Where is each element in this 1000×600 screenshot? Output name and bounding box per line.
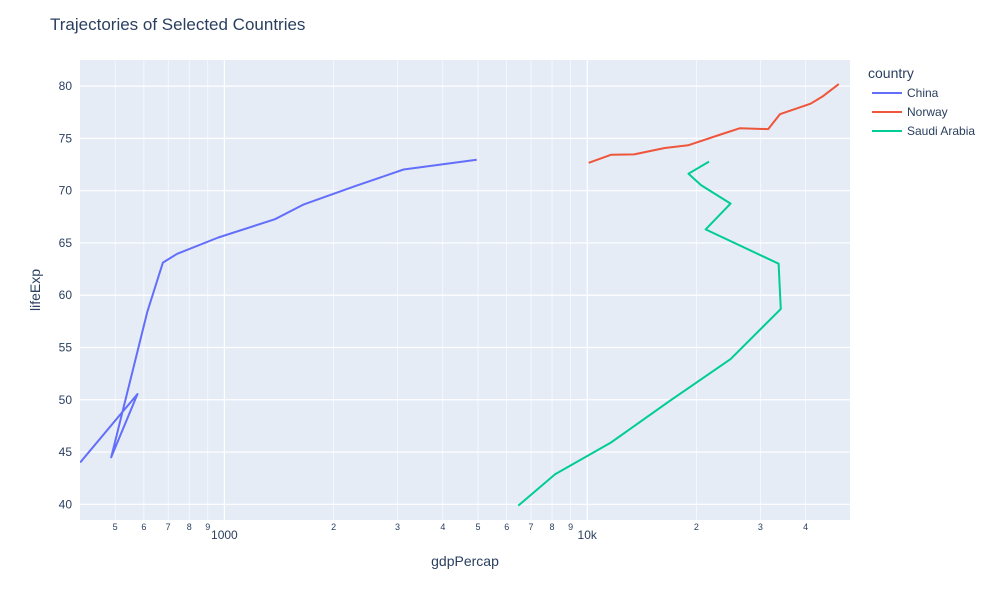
x-minor-tick-label: 2 (331, 522, 336, 532)
x-minor-tick-label: 5 (113, 522, 118, 532)
y-tick-label: 40 (59, 497, 73, 511)
x-minor-tick-label: 4 (440, 522, 445, 532)
x-tick-labels: 5 6 7 8 9 2 3 4 5 6 7 8 9 2 3 4 1000 10k (113, 522, 809, 542)
y-tick-label: 45 (59, 445, 73, 459)
legend-item-saudi-arabia[interactable]: Saudi Arabia (872, 124, 975, 138)
legend-label: Saudi Arabia (907, 124, 975, 138)
x-minor-tick-label: 9 (568, 522, 573, 532)
x-minor-tick-label: 5 (475, 522, 480, 532)
y-tick-labels: 40 45 50 55 60 65 70 75 80 (59, 79, 73, 511)
series-layer (80, 83, 840, 507)
plot-area (80, 60, 850, 520)
x-minor-tick-label: 8 (550, 522, 555, 532)
x-minor-tick-label: 7 (529, 522, 534, 532)
y-tick-label: 65 (59, 236, 73, 250)
x-minor-tick-label: 4 (803, 522, 808, 532)
y-axis-title: lifeExp (27, 269, 43, 311)
y-tick-label: 50 (59, 393, 73, 407)
series-line-china (80, 158, 477, 464)
x-minor-tick-label: 3 (758, 522, 763, 532)
chart-title: Trajectories of Selected Countries (50, 15, 305, 34)
x-minor-tick-label: 7 (166, 522, 171, 532)
legend: country China Norway Saudi Arabia (868, 65, 975, 138)
x-axis-title: gdpPercap (431, 553, 499, 569)
y-tick-label: 75 (59, 131, 73, 145)
legend-title: country (868, 65, 914, 81)
x-minor-tick-label: 2 (694, 522, 699, 532)
x-minor-tick-label: 6 (141, 522, 146, 532)
legend-item-china[interactable]: China (872, 86, 939, 100)
series-line-saudi-arabia (517, 160, 782, 507)
legend-item-norway[interactable]: Norway (872, 105, 948, 119)
x-minor-tick-label: 9 (205, 522, 210, 532)
y-tick-label: 70 (59, 184, 73, 198)
series-line-norway (588, 83, 840, 164)
y-tick-label: 55 (59, 341, 73, 355)
x-major-tick-label: 1000 (211, 528, 238, 542)
grid-layer (80, 60, 850, 520)
y-tick-label: 80 (59, 79, 73, 93)
x-major-tick-label: 10k (578, 528, 598, 542)
legend-label: Norway (907, 105, 948, 119)
x-minor-tick-label: 8 (187, 522, 192, 532)
x-minor-tick-label: 3 (395, 522, 400, 532)
x-minor-tick-label: 6 (504, 522, 509, 532)
legend-label: China (907, 86, 939, 100)
y-tick-label: 60 (59, 288, 73, 302)
